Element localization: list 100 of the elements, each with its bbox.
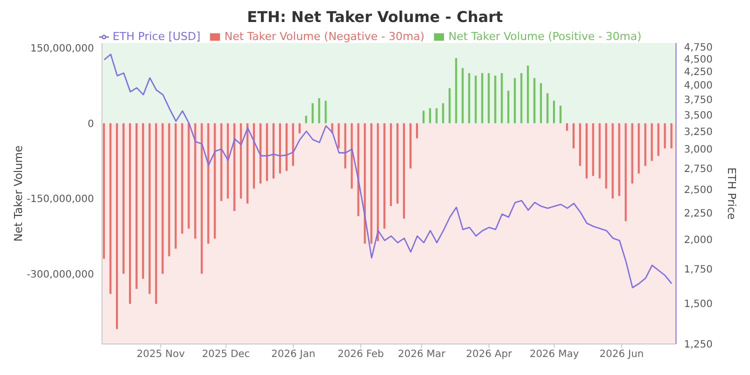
bar <box>500 73 503 124</box>
bar <box>116 123 118 329</box>
bar <box>572 123 575 148</box>
bar <box>612 123 614 199</box>
bar <box>188 123 190 229</box>
bar <box>546 93 548 124</box>
bar <box>455 58 458 124</box>
bar <box>644 123 646 166</box>
y-tick-label: -300,000,000 <box>26 269 94 280</box>
bar <box>579 123 582 166</box>
bar <box>344 123 346 168</box>
bar <box>448 88 451 124</box>
bar <box>429 108 432 124</box>
y2-tick-label: 4,250 <box>684 67 713 78</box>
x-tick-label: 2026 Jan <box>271 349 316 360</box>
x-tick-label: 2026 Mar <box>398 349 446 360</box>
bar <box>279 123 282 174</box>
bar <box>507 90 510 124</box>
y-tick-label: 150,000,000 <box>30 44 94 55</box>
bar <box>298 123 301 134</box>
x-tick-label: 2026 May <box>530 349 579 360</box>
y2-tick-label: 3,750 <box>684 94 713 106</box>
bar <box>370 123 372 244</box>
bar <box>422 110 425 124</box>
y2-tick-label: 2,000 <box>684 234 713 246</box>
bar <box>266 123 268 181</box>
bar <box>481 73 484 124</box>
bar <box>533 78 536 124</box>
bar <box>272 123 275 178</box>
bar <box>540 83 542 124</box>
bar <box>122 123 124 274</box>
bar <box>402 123 405 219</box>
x-tick-label: 2026 Jun <box>600 349 644 360</box>
bar <box>560 106 562 124</box>
y2-tick-label: 3,250 <box>684 126 713 138</box>
bar <box>638 123 640 174</box>
bar <box>181 123 184 234</box>
bar <box>416 123 418 138</box>
bar <box>586 123 588 178</box>
y-tick-label: -150,000,000 <box>26 194 94 206</box>
line-series <box>104 54 672 288</box>
bar <box>383 123 386 229</box>
bar <box>338 123 340 148</box>
bar <box>350 123 353 188</box>
bar <box>142 123 144 279</box>
bar <box>631 123 634 184</box>
bar <box>664 123 666 148</box>
y-axis-title: Net Taker Volume <box>12 145 25 242</box>
bar <box>488 73 490 124</box>
bar <box>162 123 164 274</box>
y2-tick-label: 1,750 <box>684 264 713 276</box>
chart-title: ETH: Net Taker Volume - Chart <box>246 8 504 26</box>
bar <box>436 108 438 124</box>
x-tick-label: 2026 Apr <box>466 349 513 360</box>
y2-axis-title: ETH Price <box>725 167 738 220</box>
bar <box>286 123 288 171</box>
bar <box>657 123 660 156</box>
y2-tick-label: 4,750 <box>684 42 713 54</box>
bar <box>233 123 236 212</box>
y2-tick-label: 4,500 <box>684 54 713 66</box>
bar <box>526 66 529 124</box>
bar <box>566 123 568 131</box>
bar <box>605 123 608 188</box>
bar <box>462 68 464 124</box>
bar <box>514 78 516 124</box>
bar <box>318 98 320 124</box>
bar <box>246 123 248 204</box>
bar <box>650 123 653 161</box>
bar <box>136 123 138 289</box>
bar <box>259 123 262 184</box>
bar <box>220 123 222 202</box>
bar <box>468 73 470 124</box>
y2-tick-label: 3,500 <box>684 110 713 122</box>
bar <box>129 123 132 304</box>
bar <box>409 123 412 168</box>
bar <box>592 123 594 176</box>
bar <box>474 76 477 124</box>
bar <box>494 76 496 124</box>
bar <box>357 123 360 216</box>
y-tick-label: 0 <box>88 118 94 130</box>
y2-tick-label: 1,500 <box>684 298 713 310</box>
bar <box>376 123 379 242</box>
bar <box>552 100 555 124</box>
bar <box>168 123 170 256</box>
bar <box>442 103 444 124</box>
bar <box>207 123 210 244</box>
x-tick-label: 2025 Nov <box>136 349 185 360</box>
bar <box>292 123 294 166</box>
bar <box>109 123 112 294</box>
bar <box>305 116 308 124</box>
bar <box>155 123 158 304</box>
bar <box>194 123 196 239</box>
bar <box>312 103 314 124</box>
y2-tick-label: 2,750 <box>684 164 713 175</box>
bar <box>624 123 627 222</box>
y2-tick-label: 2,250 <box>684 208 713 220</box>
x-tick-label: 2025 Dec <box>202 349 250 360</box>
y2-tick-label: 1,250 <box>684 340 713 351</box>
bar <box>618 123 620 196</box>
bar <box>226 123 229 199</box>
